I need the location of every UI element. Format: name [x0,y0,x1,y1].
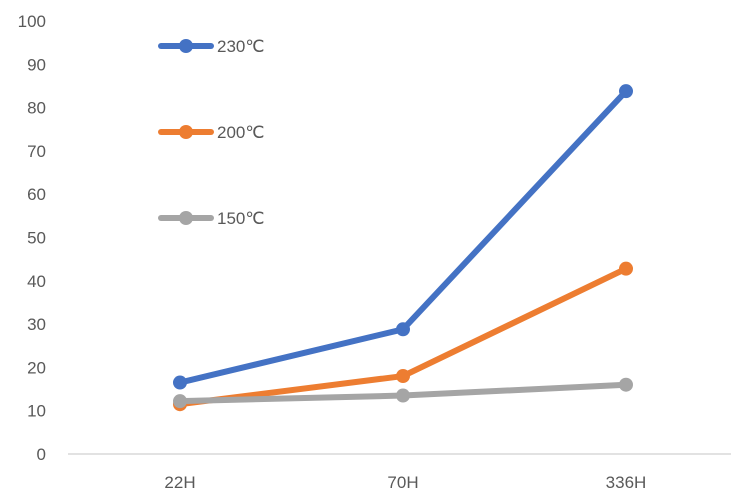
data-point [173,394,187,409]
legend: 230℃ 200℃ 150℃ [158,37,264,228]
y-axis: 0 10 20 30 40 50 60 70 80 90 100 [18,12,46,464]
data-point [619,84,633,99]
series-layer [173,84,633,412]
y-tick-label: 70 [27,142,46,161]
x-axis: 22H 70H 336H [68,453,731,492]
y-tick-label: 50 [27,229,46,248]
legend-label: 200℃ [217,123,264,142]
legend-label: 230℃ [217,37,264,56]
data-point [396,322,410,337]
data-point [619,377,633,392]
legend-marker [179,211,193,225]
x-tick-label: 22H [164,473,195,492]
x-tick-label: 336H [606,473,647,492]
y-tick-label: 60 [27,185,46,204]
series-2 [173,377,633,409]
y-tick-label: 40 [27,272,46,291]
legend-marker [179,125,193,139]
legend-marker [179,39,193,53]
y-tick-label: 90 [27,55,46,74]
legend-item: 230℃ [158,37,264,56]
y-tick-label: 20 [27,358,46,377]
y-tick-label: 10 [27,402,46,421]
legend-item: 200℃ [158,123,264,142]
x-tick-label: 70H [387,473,418,492]
data-point [173,375,187,390]
y-tick-label: 0 [37,445,46,464]
y-tick-label: 30 [27,315,46,334]
series-0 [173,84,633,390]
y-tick-label: 100 [18,12,46,31]
legend-item: 150℃ [158,209,264,228]
legend-label: 150℃ [217,209,264,228]
data-point [396,388,410,403]
data-point [619,261,633,276]
data-point [396,369,410,384]
y-tick-label: 80 [27,99,46,118]
series-line [177,265,629,408]
